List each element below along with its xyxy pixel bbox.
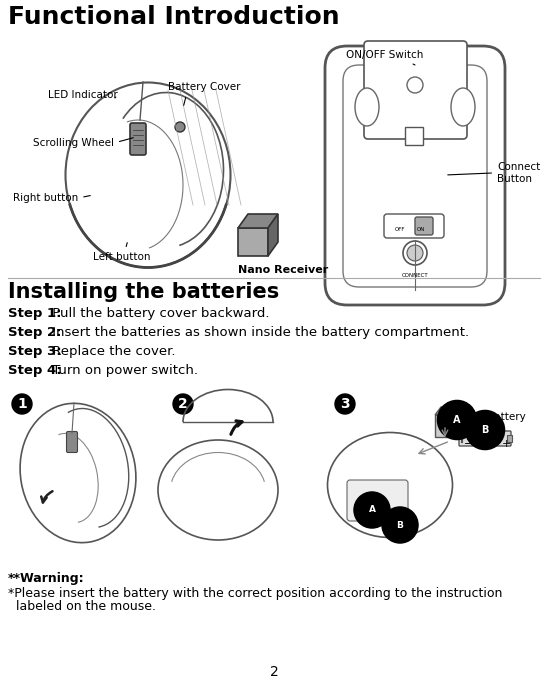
Text: Turn on power switch.: Turn on power switch. <box>48 364 198 377</box>
Text: ON: ON <box>417 227 425 232</box>
Circle shape <box>12 394 32 414</box>
Text: **Warning:: **Warning: <box>8 572 84 585</box>
Text: ON/OFF Switch: ON/OFF Switch <box>346 50 424 65</box>
Polygon shape <box>268 214 278 256</box>
Circle shape <box>403 241 427 265</box>
Circle shape <box>407 245 423 261</box>
Text: 1: 1 <box>17 397 27 411</box>
Text: Nano Receiver: Nano Receiver <box>238 265 328 275</box>
Text: Right button: Right button <box>13 193 90 203</box>
Text: −: − <box>464 439 473 449</box>
FancyBboxPatch shape <box>325 46 505 305</box>
Text: 3: 3 <box>340 397 350 411</box>
Ellipse shape <box>355 88 379 126</box>
Text: A: A <box>368 505 375 515</box>
Text: B: B <box>481 425 489 435</box>
Bar <box>440 407 446 412</box>
FancyBboxPatch shape <box>435 415 451 437</box>
Text: Replace the cover.: Replace the cover. <box>48 345 175 358</box>
Circle shape <box>407 77 423 93</box>
Ellipse shape <box>451 88 475 126</box>
Text: *Please insert the battery with the correct position according to the instructio: *Please insert the battery with the corr… <box>8 587 503 600</box>
Circle shape <box>335 394 355 414</box>
Text: Insert the batteries as shown inside the battery compartment.: Insert the batteries as shown inside the… <box>48 326 469 339</box>
FancyBboxPatch shape <box>238 228 268 256</box>
FancyBboxPatch shape <box>130 123 146 155</box>
FancyBboxPatch shape <box>347 480 408 521</box>
Polygon shape <box>238 214 278 228</box>
Text: Step 3:: Step 3: <box>8 345 61 358</box>
FancyBboxPatch shape <box>343 65 487 287</box>
Circle shape <box>173 394 193 414</box>
Text: CONNECT: CONNECT <box>402 273 429 278</box>
Text: A: A <box>453 415 461 425</box>
Text: OFF: OFF <box>395 227 406 232</box>
Text: 2: 2 <box>178 397 188 411</box>
FancyBboxPatch shape <box>66 432 77 452</box>
Text: Step 1:: Step 1: <box>8 307 61 320</box>
Text: Installing the batteries: Installing the batteries <box>8 282 279 302</box>
Text: Step 4:: Step 4: <box>8 364 61 377</box>
FancyBboxPatch shape <box>384 214 444 238</box>
Circle shape <box>175 122 185 132</box>
Text: AAA Battery: AAA Battery <box>462 412 526 422</box>
Bar <box>507 435 512 442</box>
Text: LED Indicator: LED Indicator <box>48 90 118 100</box>
Text: labeled on the mouse.: labeled on the mouse. <box>8 600 156 613</box>
Text: B: B <box>397 520 403 530</box>
FancyBboxPatch shape <box>459 431 511 446</box>
FancyBboxPatch shape <box>415 217 433 235</box>
Text: +: + <box>502 439 511 449</box>
Text: 2: 2 <box>270 665 278 679</box>
Polygon shape <box>435 407 457 415</box>
Text: Scrolling Wheel: Scrolling Wheel <box>33 138 133 148</box>
Text: Left button: Left button <box>93 242 151 262</box>
Text: Functional Introduction: Functional Introduction <box>8 5 340 29</box>
FancyBboxPatch shape <box>364 41 467 139</box>
Text: Pull the battery cover backward.: Pull the battery cover backward. <box>48 307 270 320</box>
Bar <box>405 127 423 145</box>
Text: Battery Cover: Battery Cover <box>168 82 241 106</box>
Text: Step 2:: Step 2: <box>8 326 61 339</box>
Text: Connect
Button: Connect Button <box>448 162 540 184</box>
